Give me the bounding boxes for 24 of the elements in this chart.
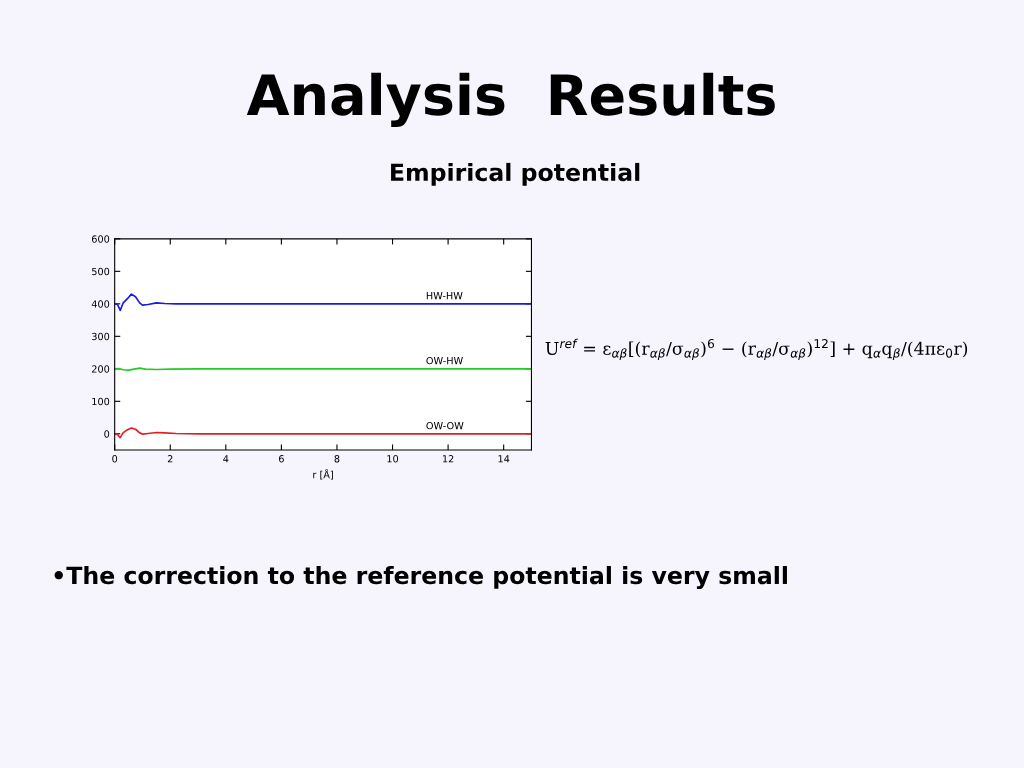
x-tick-label: 8 (334, 455, 340, 463)
x-tick-label: 6 (278, 455, 284, 463)
y-tick-label: 600 (91, 235, 110, 243)
x-tick-label: 2 (167, 455, 173, 463)
series-label: OW-OW (426, 421, 464, 430)
y-tick-label: 0 (104, 430, 110, 438)
x-tick-label: 0 (112, 455, 118, 463)
chart-subtitle: Empirical potential (391, 162, 640, 186)
y-tick-label: 200 (91, 365, 110, 373)
y-tick-label: 400 (91, 300, 110, 308)
series-label: OW-HW (426, 356, 463, 365)
x-tick-label: 10 (387, 455, 399, 463)
y-tick-label: 500 (92, 267, 110, 276)
x-tick-label: 4 (223, 455, 229, 463)
x-tick-label: 12 (442, 455, 454, 463)
x-axis-title: r [Å] (313, 469, 333, 480)
y-tick-label: 100 (92, 397, 110, 406)
text: U$^{ref}$ = ε$_{αβ}$[(r$_{αβ}$/σ$_{αβ}$)$^{6}$ − (r$_{αβ}$/σ$_{αβ}$)$^{12}$] + q$_{α}$q$_{β}$/(4πε$_{0}$r) (545, 338, 968, 361)
y-tick-label: 300 (92, 332, 110, 341)
series-label: HW-HW (426, 292, 463, 300)
line-series (114, 293, 532, 312)
chart-title: Analysis Results (246, 72, 775, 127)
x-tick-label: 14 (498, 455, 510, 463)
text: •The correction to the reference potential is very small (54, 566, 787, 590)
